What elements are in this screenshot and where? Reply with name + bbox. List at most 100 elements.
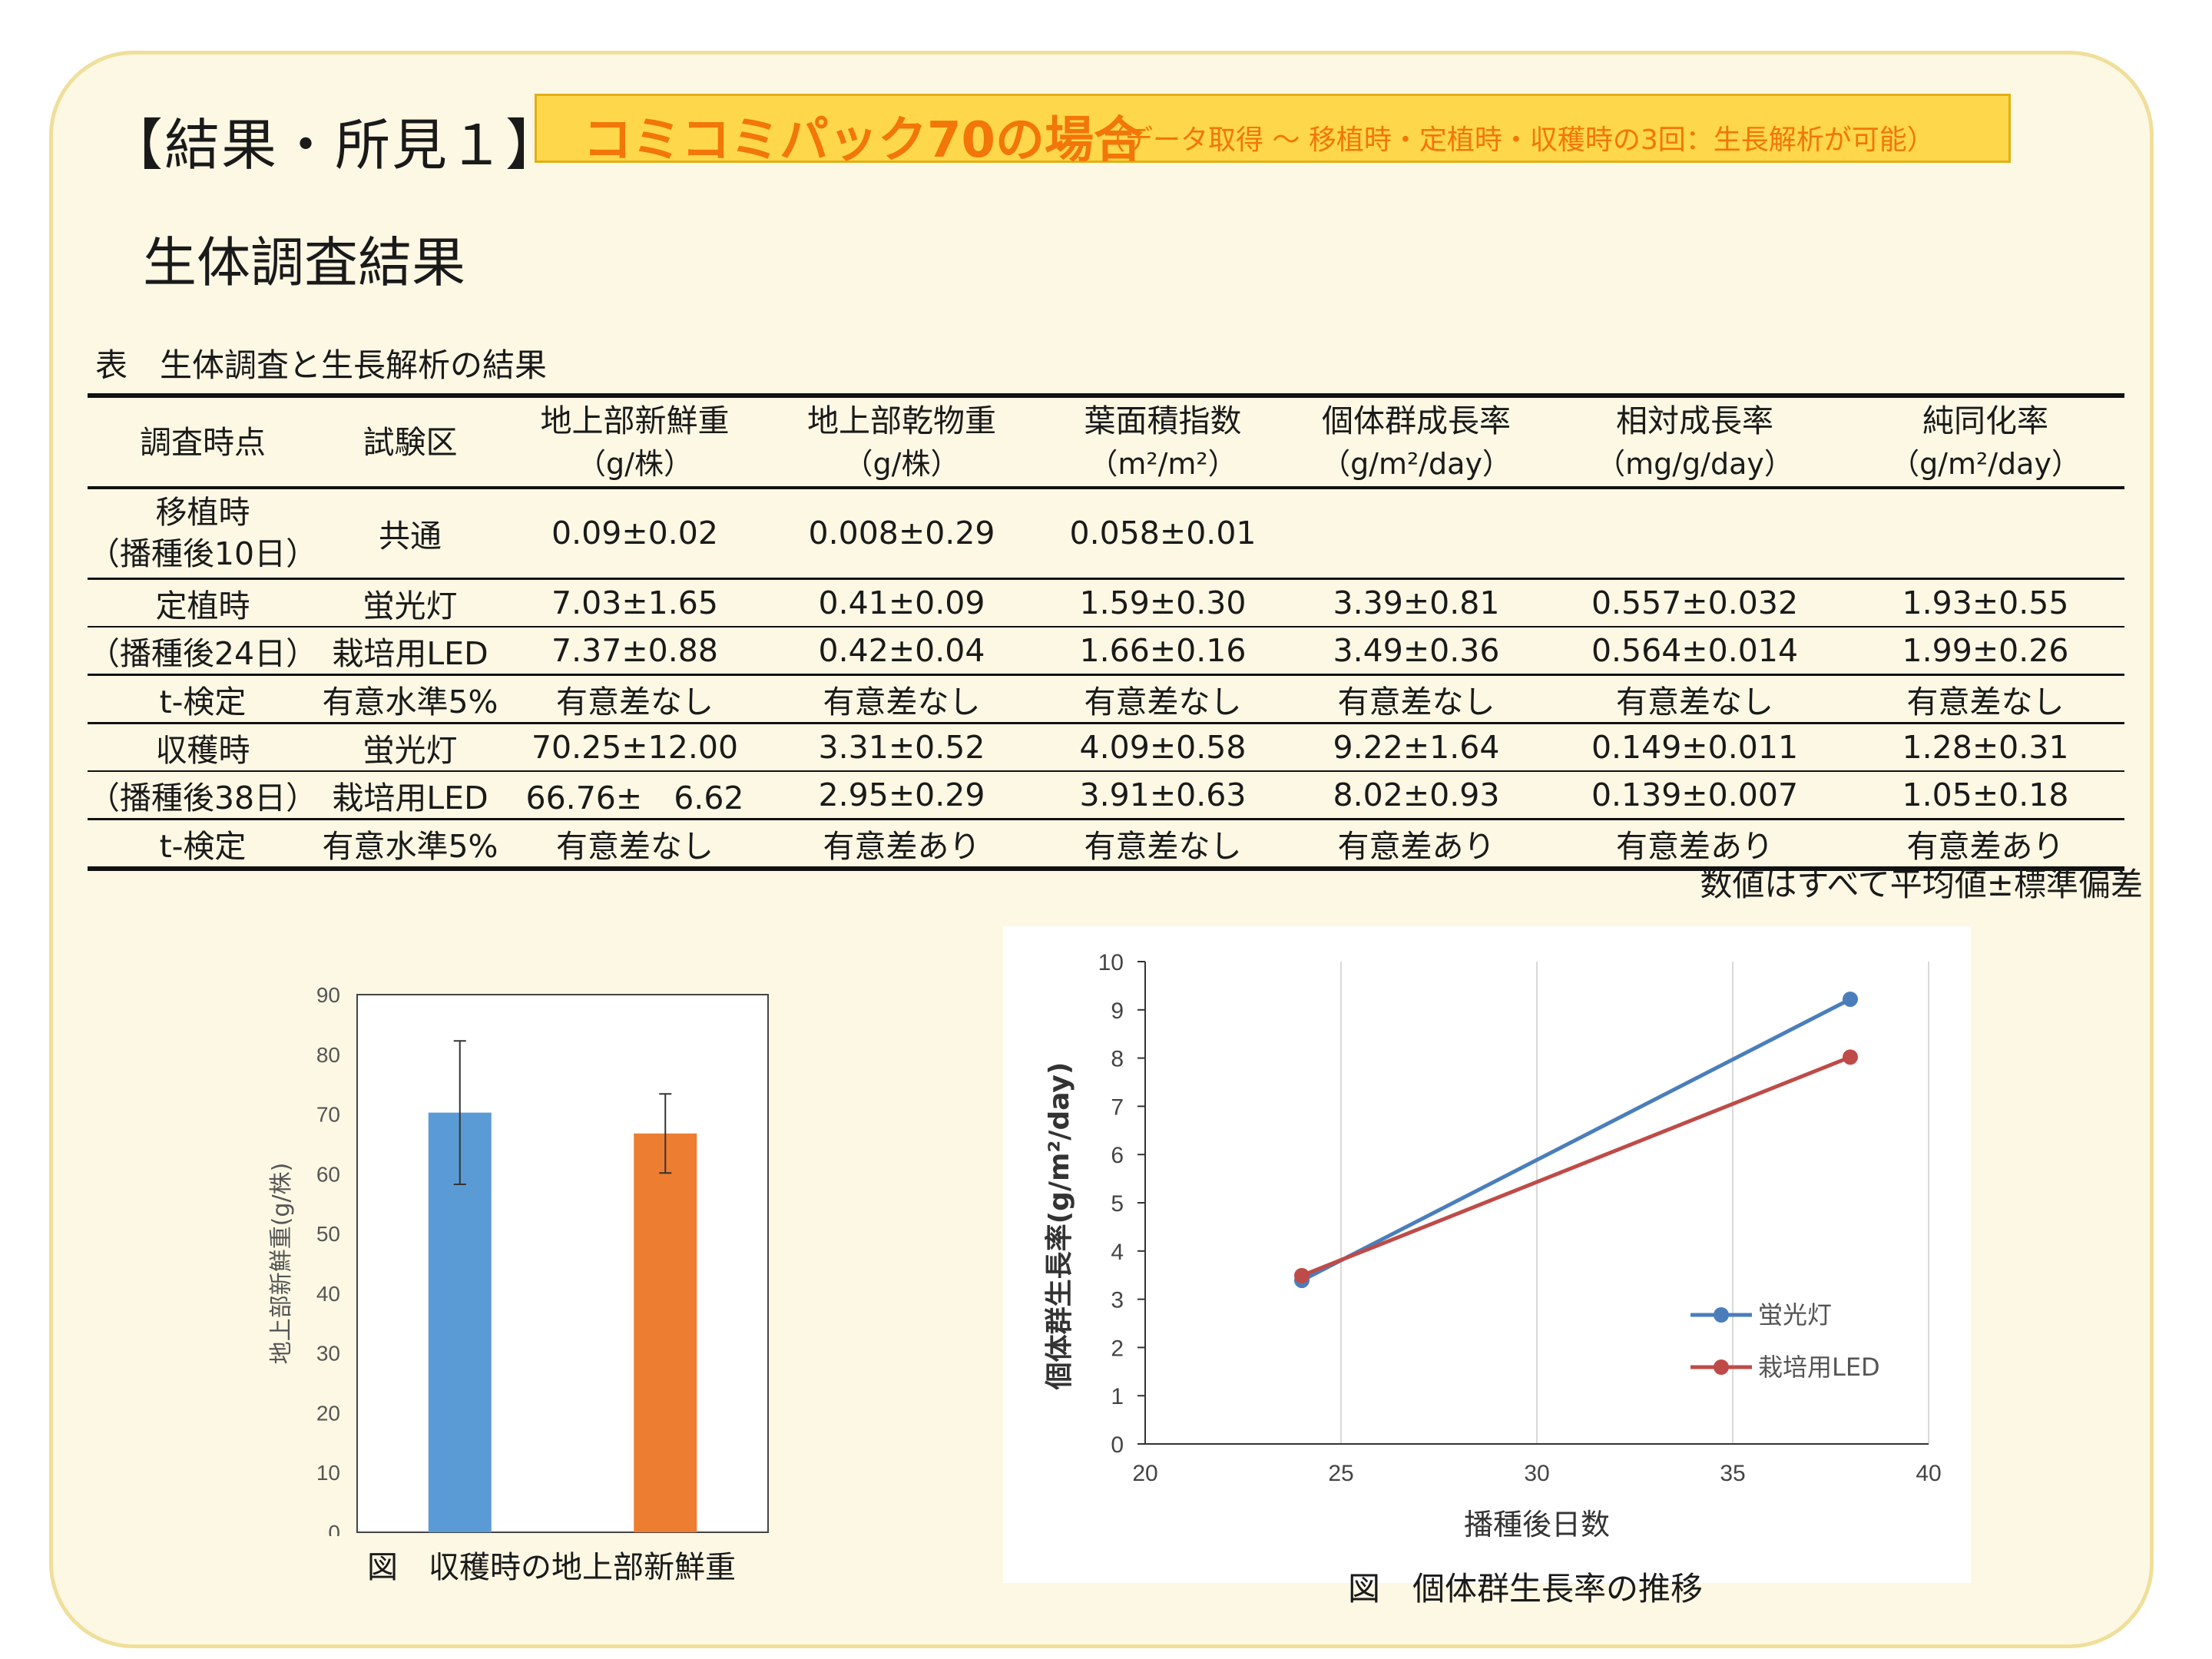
legend-label: 栽培用LED xyxy=(1758,1353,1880,1382)
data-point xyxy=(1294,1267,1310,1283)
x-tick-label: 20 xyxy=(1132,1461,1157,1486)
y-tick-label: 1 xyxy=(1111,1384,1124,1409)
data-cell: 有意差なし xyxy=(1084,827,1242,865)
y-tick-label: 50 xyxy=(316,1222,340,1246)
x-tick-label: 35 xyxy=(1720,1461,1745,1486)
y-tick-label: 60 xyxy=(316,1162,340,1186)
data-cell: 1.93±0.55 xyxy=(1902,584,2069,621)
plot-cell: 蛍光灯 xyxy=(363,587,458,624)
data-cell: 3.91±0.63 xyxy=(1079,776,1247,813)
time-cell: t-検定 xyxy=(159,827,247,865)
table-footnote: 数値はすべて平均値±標準偏差 xyxy=(1700,866,2143,903)
y-tick-label: 0 xyxy=(328,1521,340,1536)
data-cell xyxy=(1846,488,2124,578)
header-cell: 純同化率 （g/m²/day） xyxy=(1846,396,2124,488)
line-chart-caption: 図 個体群生長率の推移 xyxy=(1348,1570,1704,1608)
x-axis-label: 播種後日数 xyxy=(1464,1508,1610,1541)
x-tick-label: 40 xyxy=(1916,1461,1941,1486)
bar xyxy=(634,1133,697,1532)
data-cell: 1.99±0.26 xyxy=(1902,631,2069,669)
y-axis-label: 個体群生長率(g/m²/day) xyxy=(1044,1062,1075,1391)
y-tick-label: 4 xyxy=(1111,1240,1124,1265)
unit-label: （mg/g/day） xyxy=(1596,446,1793,481)
bar-chart-caption: 図 収穫時の地上部新鮮重 xyxy=(367,1550,736,1585)
unit-label: （m²/m²） xyxy=(1088,446,1237,481)
header-cell: 試験区 xyxy=(363,423,458,461)
data-cell xyxy=(1290,488,1543,578)
y-tick-label: 40 xyxy=(316,1282,340,1306)
data-cell: 66.76± 6.62 xyxy=(525,779,744,816)
table-row: （播種後24日） 栽培用LED 7.37±0.88 0.42±0.04 1.66… xyxy=(88,627,2124,674)
data-cell: 有意差あり xyxy=(1616,827,1773,865)
data-point xyxy=(1843,1049,1858,1065)
y-tick-label: 2 xyxy=(1111,1336,1124,1361)
table-row: t-検定 有意水準5% 有意差なし 有意差なし 有意差なし 有意差なし 有意差な… xyxy=(88,674,2124,723)
data-cell: 9.22±1.64 xyxy=(1333,728,1500,766)
data-cell: 3.31±0.52 xyxy=(818,728,985,766)
data-cell: 有意差なし xyxy=(1906,683,2065,720)
data-cell: 0.564±0.014 xyxy=(1591,631,1799,669)
plot-cell: 共通 xyxy=(379,518,442,555)
table-row: 定植時 蛍光灯 7.03±1.65 0.41±0.09 1.59±0.30 3.… xyxy=(88,578,2124,627)
data-cell: 有意差あり xyxy=(1337,827,1495,865)
plot-cell: 有意水準5% xyxy=(322,683,498,720)
data-cell: 3.49±0.36 xyxy=(1333,631,1500,669)
plot-cell: 蛍光灯 xyxy=(363,731,458,769)
data-cell: 0.149±0.011 xyxy=(1591,728,1799,766)
y-tick-label: 8 xyxy=(1111,1047,1124,1072)
chart-background xyxy=(1003,926,1971,1583)
series-line xyxy=(1300,997,1852,1283)
table-caption: 表 生体調査と生長解析の結果 xyxy=(95,346,548,384)
y-tick-label: 30 xyxy=(316,1342,340,1366)
bar-chart: 0102030405060708090蛍光灯栽培用LED地上部新鮮重(g/株) xyxy=(268,983,769,1536)
plot-area xyxy=(356,994,769,1533)
y-tick-label: 90 xyxy=(316,983,340,1007)
data-cell: 0.058±0.01 xyxy=(1069,515,1257,552)
y-tick-label: 6 xyxy=(1111,1143,1124,1168)
y-tick-label: 5 xyxy=(1111,1191,1124,1217)
y-tick-label: 9 xyxy=(1111,998,1124,1024)
data-cell: 0.139±0.007 xyxy=(1591,776,1799,813)
data-cell: 有意差なし xyxy=(556,827,714,865)
data-cell: 有意差あり xyxy=(1906,827,2065,865)
header-cell: 葉面積指数 （m²/m²） xyxy=(1036,396,1290,488)
y-tick-label: 0 xyxy=(1111,1432,1124,1458)
data-cell: 0.557±0.032 xyxy=(1591,584,1799,621)
unit-label: （g/株） xyxy=(577,446,693,481)
data-cell: 7.03±1.65 xyxy=(551,584,718,621)
data-cell: 有意差なし xyxy=(1084,683,1242,720)
x-tick-label: 30 xyxy=(1524,1461,1549,1486)
section-heading: 【結果・所見１】 xyxy=(108,113,563,177)
time-cell: t-検定 xyxy=(159,683,247,720)
table-row: （播種後38日） 栽培用LED 66.76± 6.62 2.95±0.29 3.… xyxy=(88,771,2124,819)
unit-label: （g/株） xyxy=(843,446,960,481)
y-tick-label: 3 xyxy=(1111,1288,1124,1313)
data-cell: 有意差なし xyxy=(1616,683,1773,720)
data-cell: 7.37±0.88 xyxy=(551,631,718,669)
y-tick-label: 7 xyxy=(1111,1094,1124,1120)
time-cell: 収穫時 xyxy=(155,731,250,769)
title-banner: コミコミパック70の場合 （データ取得 ～ 移植時・定植時・収穫時の3回：生長解… xyxy=(535,94,2011,169)
y-tick-label: 20 xyxy=(316,1401,340,1425)
table-header-row: 調査時点 試験区 地上部新鮮重 （g/株） 地上部乾物重 （g/株） 葉面積指数 （m… xyxy=(88,396,2124,488)
data-cell: 有意差なし xyxy=(823,683,981,720)
time-cell: 移植時 （播種後10日） xyxy=(88,494,318,573)
header-cell: 調査時点 xyxy=(140,423,266,461)
y-tick-label: 10 xyxy=(316,1461,340,1485)
data-cell: 1.28±0.31 xyxy=(1902,728,2069,766)
y-tick-label: 10 xyxy=(1098,950,1124,975)
header-cell: 個体群成長率 （g/m²/day） xyxy=(1290,396,1543,488)
data-cell: 有意差なし xyxy=(556,683,714,720)
data-cell: 0.41±0.09 xyxy=(818,584,985,621)
data-cell: 4.09±0.58 xyxy=(1079,728,1247,766)
page-subtitle: 生体調査結果 xyxy=(143,231,465,294)
legend-marker xyxy=(1714,1307,1729,1323)
table-row: 収穫時 蛍光灯 70.25±12.00 3.31±0.52 4.09±0.58 … xyxy=(88,723,2124,771)
unit-label: （g/m²/day） xyxy=(1890,446,2081,481)
table-row: t-検定 有意水準5% 有意差なし 有意差あり 有意差なし 有意差あり 有意差あ… xyxy=(88,819,2124,869)
header-cell: 地上部新鮮重 （g/株） xyxy=(502,396,767,488)
unit-label: （g/m²/day） xyxy=(1321,446,1512,481)
data-cell: 有意差あり xyxy=(823,827,981,865)
data-point xyxy=(1843,991,1858,1007)
